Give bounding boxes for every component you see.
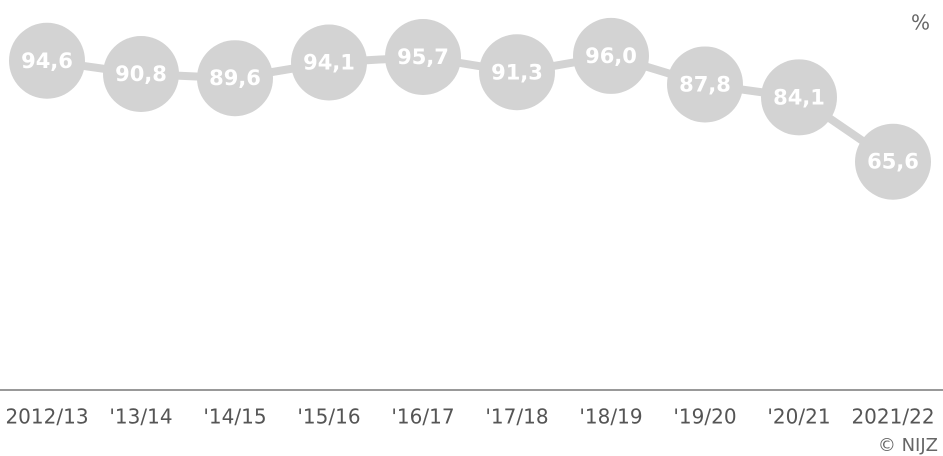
value-label: 65,6	[867, 150, 919, 174]
x-tick-label: '14/15	[203, 405, 266, 429]
value-label: 96,0	[585, 44, 637, 68]
unit-label: %	[911, 11, 930, 35]
value-label: 90,8	[115, 62, 167, 86]
point	[385, 18, 461, 95]
value-label: 94,1	[303, 51, 355, 75]
x-tick-label: '15/16	[297, 405, 360, 429]
value-label: 89,6	[209, 66, 261, 90]
value-label: 84,1	[773, 85, 825, 109]
point	[667, 46, 743, 123]
point	[761, 59, 837, 136]
x-tick-label: 2021/22	[851, 405, 934, 429]
x-tick-label: '17/18	[485, 405, 548, 429]
x-tick-label: 2012/13	[5, 405, 88, 429]
point	[197, 40, 273, 117]
point	[9, 22, 85, 99]
point	[103, 36, 179, 113]
x-tick-label: '18/19	[579, 405, 642, 429]
point	[855, 123, 931, 200]
point	[291, 24, 367, 101]
point	[573, 17, 649, 94]
x-tick-label: '16/17	[391, 405, 454, 429]
value-label: 87,8	[679, 72, 731, 96]
point	[479, 34, 555, 111]
value-label: 94,6	[21, 49, 73, 73]
source: © NIJZ	[878, 435, 938, 456]
value-label: 91,3	[491, 60, 543, 84]
value-label: 95,7	[397, 45, 449, 69]
x-tick-label: '19/20	[673, 405, 736, 429]
line	[46, 51, 896, 166]
x-tick-label: '13/14	[109, 405, 172, 429]
x-tick-label: '20/21	[767, 405, 830, 429]
